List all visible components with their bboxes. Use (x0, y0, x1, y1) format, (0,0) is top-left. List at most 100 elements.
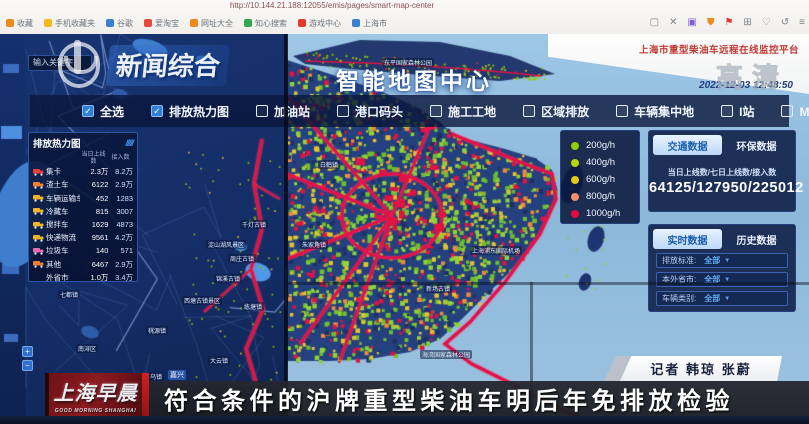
checkbox-icon[interactable] (337, 105, 350, 117)
favorite-icon[interactable]: ♡ (761, 17, 771, 28)
bookmark-item[interactable]: 收藏 (6, 18, 33, 29)
tab-历史数据[interactable]: 历史数据 (736, 235, 777, 247)
truck-icon (33, 221, 46, 229)
filter-港口码头[interactable]: 港口码头 (337, 103, 403, 120)
filter-全选[interactable]: ✓ 全选 (82, 103, 124, 120)
heat-panel-header: 当日上线数 接入数 (33, 152, 133, 165)
bookmark-icon (144, 19, 152, 27)
checkbox-icon[interactable] (721, 105, 734, 117)
realtime-filters: 排放标准: 全部 ▼ 本外省市: 全部 ▼ 车辆类别: 全部 ▼ (649, 253, 795, 306)
vehicle-type-row[interactable]: 垃圾车 140 571 (33, 244, 133, 257)
truck-icon (33, 168, 46, 176)
tab-环保数据[interactable]: 环保数据 (736, 141, 777, 153)
map-zoom-out-button[interactable]: − (22, 360, 33, 371)
menu-icon[interactable]: ≡ (799, 17, 805, 28)
filter-M站[interactable]: M站 (781, 103, 809, 120)
map-place-label: 锦溪古镇 (214, 274, 243, 283)
checkbox-icon[interactable]: ✓ (82, 105, 94, 117)
channel-logo-icon (58, 40, 100, 88)
map-place-label: 练塘镇 (242, 302, 265, 311)
truck-icon (33, 181, 46, 189)
bookmark-icon (244, 19, 252, 27)
vehicle-type-row[interactable]: 渣土车 6122 2.9万 (33, 178, 133, 191)
tab-实时数据[interactable]: 实时数据 (653, 229, 722, 249)
show-logo: 上海早晨 GOOD MORNING SHANGHAI (45, 373, 149, 416)
checkbox-icon[interactable]: ✓ (151, 105, 164, 117)
apps-grid-icon[interactable]: ⊞ (743, 17, 752, 28)
checkbox-icon[interactable] (523, 105, 536, 117)
filter-施工工地[interactable]: 施工工地 (430, 103, 496, 120)
map-place-label: 七都镇 (58, 290, 81, 299)
legend-dot-icon (571, 158, 579, 167)
dropdown-本外省市[interactable]: 本外省市: 全部 ▼ (656, 272, 788, 287)
bookmark-item[interactable]: 网址大全 (190, 18, 233, 29)
emission-ranking-panel: 排放热力图 ///// 当日上线数 接入数 集卡 2.3万 8.2万 渣土车 6122 2… (28, 132, 138, 282)
checkbox-icon[interactable] (781, 105, 794, 117)
vehicle-type-row[interactable]: 车辆运输车 452 1283 (33, 192, 133, 205)
flag-icon[interactable]: ⚑ (724, 17, 734, 28)
wall-bezel-horizontal (287, 282, 809, 285)
vehicle-type-row[interactable]: 集卡 2.3万 8.2万 (33, 165, 133, 178)
reporter-credit: 记者 韩琼 张蔚 (604, 356, 782, 381)
checkbox-icon[interactable] (430, 105, 443, 117)
dropdown-车辆类别[interactable]: 车辆类别: 全部 ▼ (656, 291, 788, 306)
vehicle-type-row[interactable]: 搅拌车 1629 4873 (33, 218, 133, 231)
undo-icon[interactable]: ↺ (780, 17, 790, 28)
shield-icon[interactable]: ⛊ (706, 17, 715, 28)
checkbox-icon[interactable] (256, 105, 269, 117)
bookmark-item[interactable]: 爱淘宝 (144, 18, 179, 29)
heat-panel-rows: 集卡 2.3万 8.2万 渣土车 6122 2.9万 车辆运输车 452 1283 冷藏车 815 3… (33, 165, 133, 284)
map-zoom-in-button[interactable]: + (22, 346, 33, 357)
bookmark-item[interactable]: 手机收藏夹 (44, 18, 95, 29)
col-total: 接入数 (111, 155, 130, 161)
filter-区域排放[interactable]: 区域排放 (523, 103, 589, 120)
bookmark-item[interactable]: 谷歌 (106, 18, 133, 29)
plugin-icon[interactable]: ▣ (687, 17, 697, 28)
video-wall: 七都镇 桃源镇 南浔区 乌镇 西塘古镇景区 大云镇 周庄古镇 锦溪古镇 千灯古镇 练塘镇 淀山湖风景… (0, 34, 809, 424)
map-place-label: 海湾国家森林公园 (420, 350, 473, 359)
bookmark-item[interactable]: 游戏中心 (298, 18, 341, 29)
checkbox-icon[interactable] (616, 105, 629, 117)
realtime-data-panel: 实时数据 历史数据 排放标准: 全部 ▼ 本外省市: 全部 ▼ 车辆类别: 全部 ▼ (648, 224, 796, 312)
map-place-label: 白鹤镇 (318, 160, 341, 169)
show-logo-en: GOOD MORNING SHANGHAI (54, 408, 137, 414)
extension-icon[interactable]: ✕ (669, 17, 678, 28)
filter-加油站[interactable]: 加油站 (256, 103, 310, 120)
tab-交通数据[interactable]: 交通数据 (653, 135, 722, 155)
channel-watermark: 新闻综合 (58, 40, 231, 88)
filter-I站[interactable]: I站 (721, 103, 754, 120)
bookmark-icon (44, 19, 52, 27)
realtime-tabs: 实时数据 历史数据 (653, 229, 791, 249)
legend-item: 1000g/h (571, 205, 639, 222)
heat-panel-title: 排放热力图 (33, 139, 81, 150)
vehicle-type-row[interactable]: 其他 6467 2.9万 (33, 258, 133, 271)
legend-item: 800g/h (571, 188, 639, 205)
emission-legend: 200g/h 400g/h 600g/h 800g/h 1000g/h (560, 130, 640, 224)
wall-bezel-vertical-2 (530, 282, 533, 424)
dropdown-排放标准[interactable]: 排放标准: 全部 ▼ (656, 253, 788, 268)
bookmark-icon (352, 19, 360, 27)
filter-车辆集中地[interactable]: 车辆集中地 (616, 103, 694, 120)
truck-icon (33, 247, 46, 255)
layer-filter-bar: ✓全选 ✓排放热力图 加油站 港口码头 施工工地 区域排放 车辆集中地 I站 M站 (30, 95, 809, 127)
bookmark-icon (106, 19, 114, 27)
map-place-label: 乌镇 (148, 372, 165, 381)
online-count-value: 64125/127950/225012 (649, 180, 804, 196)
show-logo-cn: 上海早晨 (53, 383, 138, 405)
vehicle-type-row[interactable]: 外省市 1.0万 3.4万 (46, 272, 133, 282)
address-bar[interactable]: http://10.144.21.188:12055/emis/pages/sm… (230, 1, 434, 10)
reporter-names: 记者 韩琼 张蔚 (650, 362, 752, 377)
map-place-label: 朱家角镇 (300, 240, 329, 249)
legend-item: 600g/h (571, 171, 639, 188)
online-count-label: 当日上线数/七日上线数/接入数 (667, 168, 777, 177)
bookmark-item[interactable]: 上海市 (352, 18, 387, 29)
platform-title: 上海市重型柴油车远程在线监控平台 (638, 45, 799, 56)
bookmark-item[interactable]: 知心搜索 (244, 18, 287, 29)
filter-排放热力图[interactable]: ✓ 排放热力图 (151, 103, 229, 120)
vehicle-type-row[interactable]: 冷藏车 815 3007 (33, 205, 133, 218)
url-text: http://10.144.21.188:12055/emis/pages/sm… (230, 1, 435, 10)
window-icon[interactable]: ▢ (649, 17, 660, 28)
vehicle-type-row[interactable]: 快递物流 9561 4.2万 (33, 231, 133, 244)
bookmarks-list: 收藏 手机收藏夹 谷歌 爱淘宝 网址大全 知心搜索 游戏中心 上海市 (6, 18, 387, 29)
hd-watermark: 高清 (716, 63, 788, 94)
